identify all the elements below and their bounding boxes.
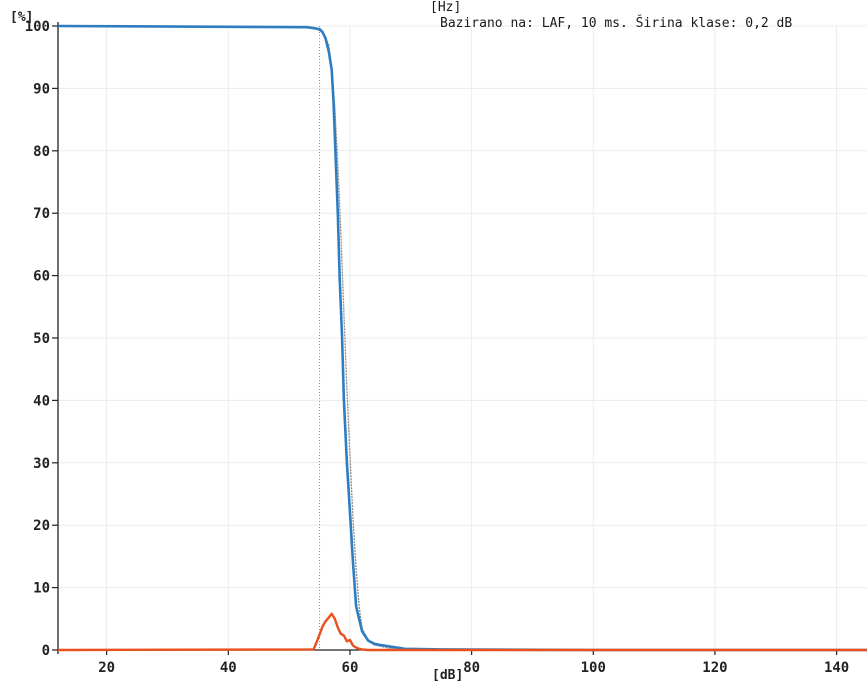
y-tick-label: 30 [33, 456, 50, 472]
x-tick-label: 140 [824, 660, 849, 676]
cumulative-line [57, 24, 867, 652]
x-tick-label: 60 [342, 660, 359, 676]
based-on-note: Bazirano na: LAF, 10 ms. Širina klase: 0… [440, 16, 793, 31]
y-tick-label: 0 [42, 643, 50, 659]
x-tick-label: 40 [220, 660, 237, 676]
y-tick-label: 50 [33, 331, 50, 347]
y-tick-label: 60 [33, 269, 50, 285]
series-lines [57, 24, 867, 652]
tick-labels: 0 10 20 30 40 50 60 70 80 90 100 20 40 60 80 100 120 140 [25, 19, 850, 676]
gridlines [58, 25, 867, 651]
y-tick-label: 90 [33, 81, 50, 97]
y-tick-label: 10 [33, 581, 50, 597]
x-tick-label: 100 [581, 660, 606, 676]
hz-unit-label: [Hz] [430, 0, 462, 15]
y-tick-label: 40 [33, 393, 50, 409]
y-tick-label: 80 [33, 144, 50, 160]
x-tick-label: 80 [463, 660, 480, 676]
y-tick-label: 100 [25, 19, 50, 35]
x-tick-label: 20 [98, 660, 115, 676]
x-axis-label: [dB] [432, 668, 464, 683]
y-axis-label: [%] [10, 10, 34, 25]
y-tick-label: 20 [33, 518, 50, 534]
y-tick-label: 70 [33, 206, 50, 222]
cumulative_ghost-line [57, 25, 424, 651]
x-tick-label: 120 [702, 660, 727, 676]
distribution-line [57, 612, 867, 652]
